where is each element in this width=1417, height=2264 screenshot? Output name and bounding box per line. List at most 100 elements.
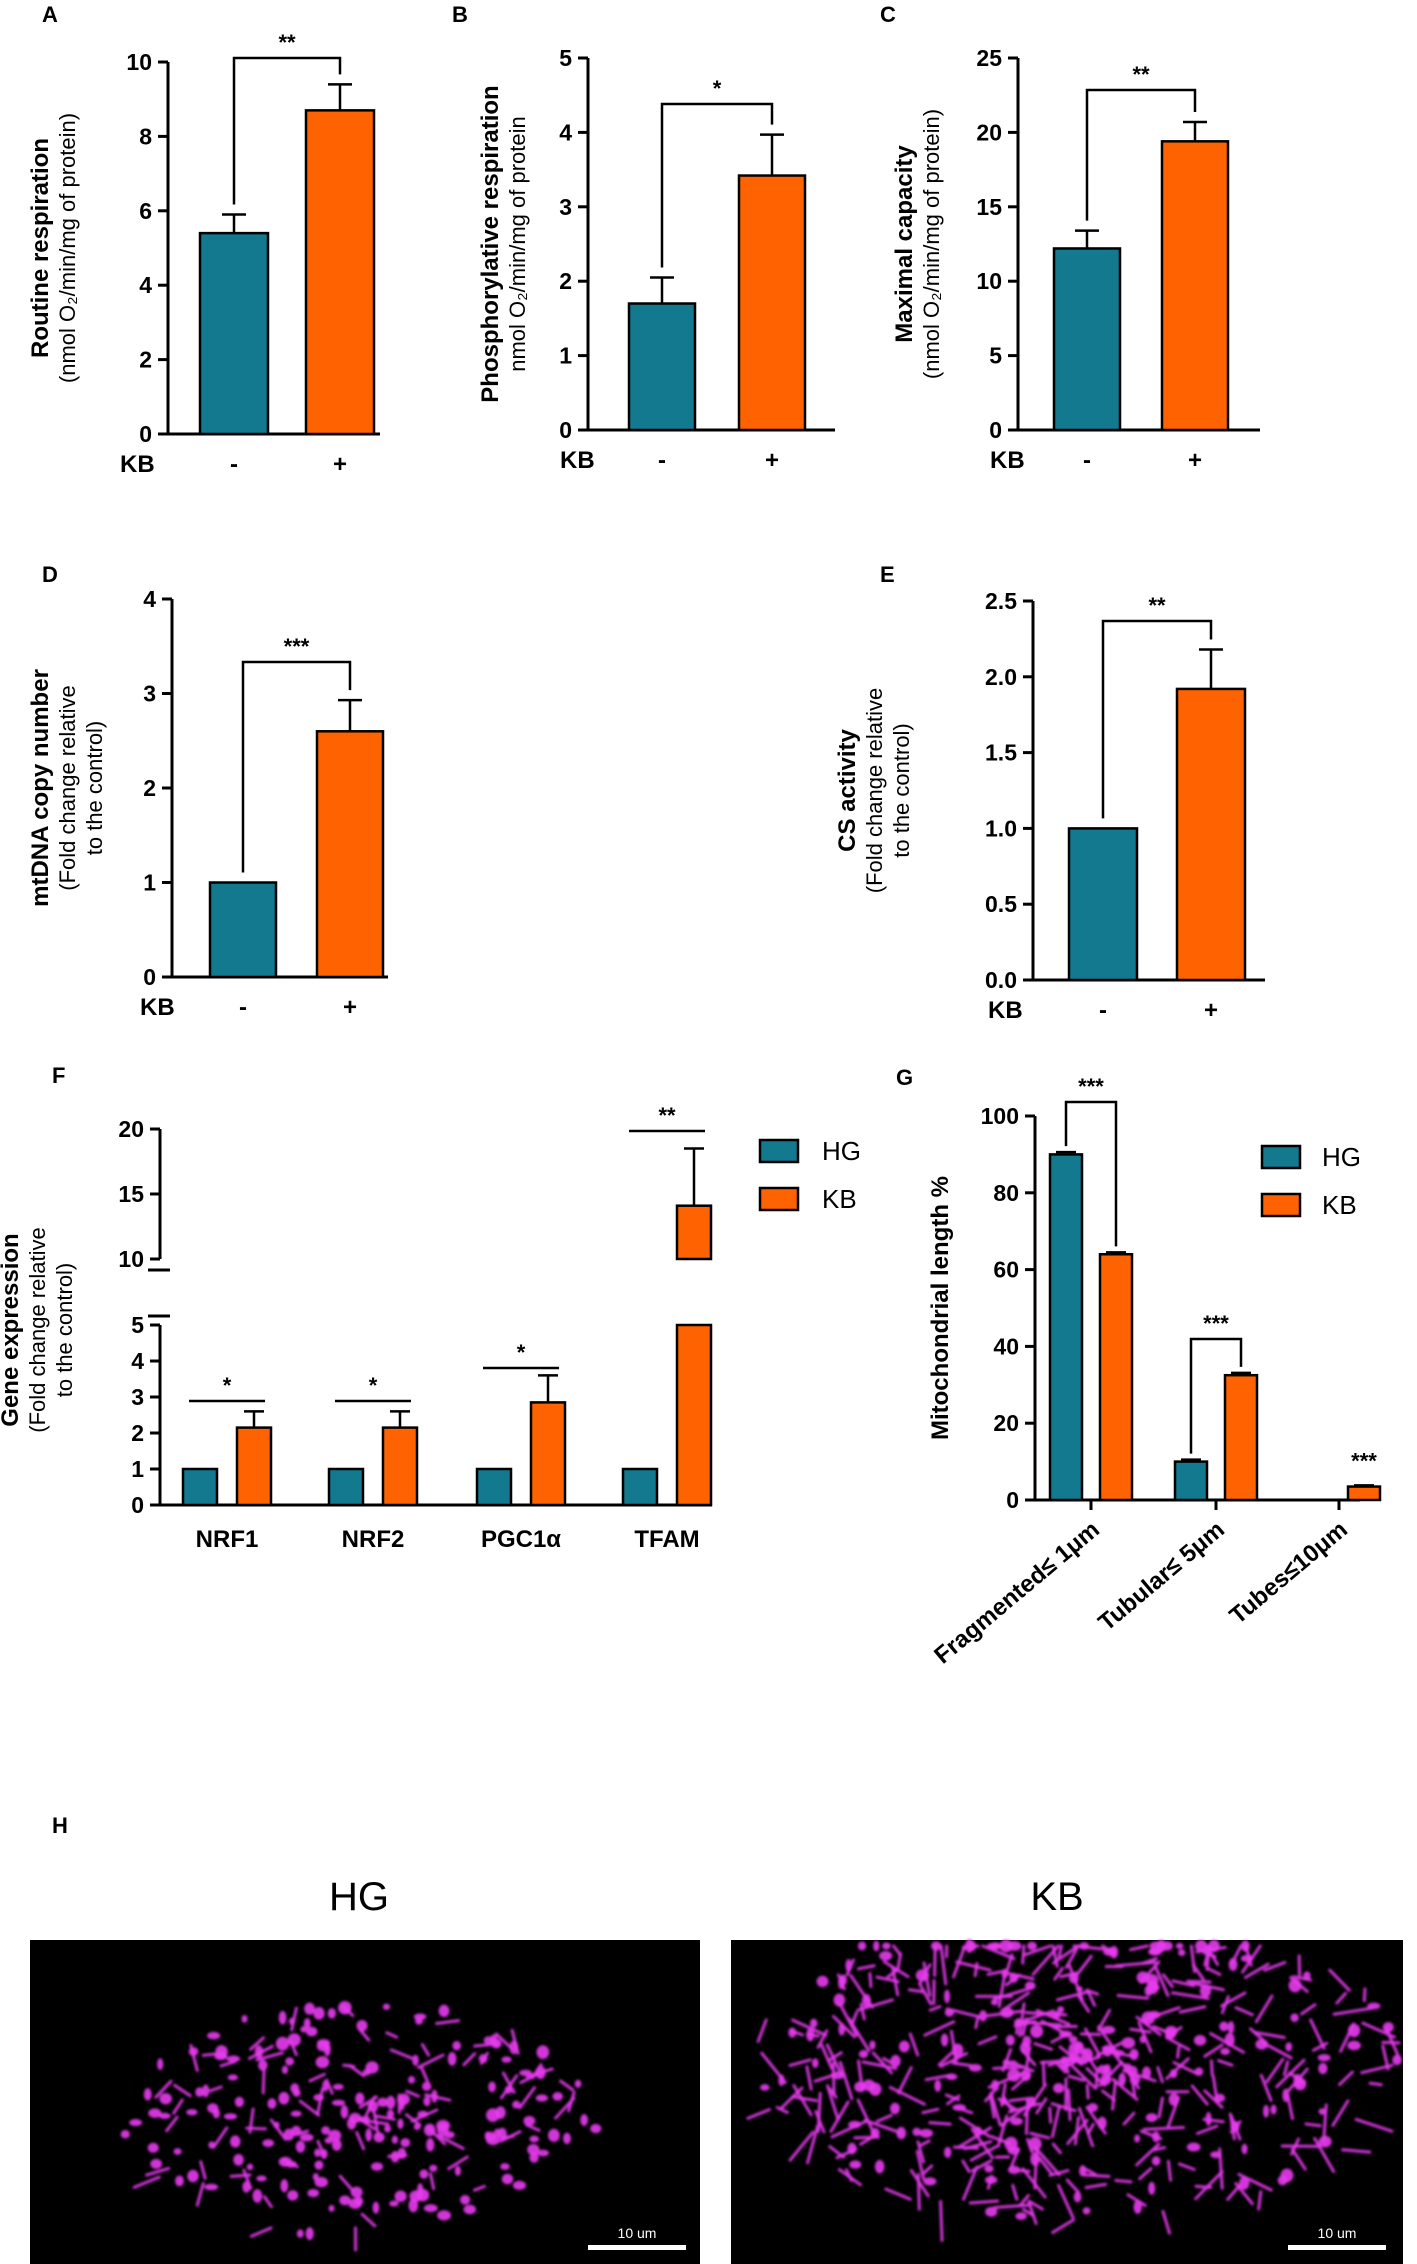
- scale-bar-label: 10 um: [1318, 2225, 1357, 2241]
- y-tick-label: 4: [143, 586, 156, 612]
- mitochondrion: [1186, 2142, 1201, 2152]
- mitochondrion: [1133, 2200, 1142, 2214]
- mitochondrion: [962, 2165, 979, 2201]
- bar-hg: [327, 1467, 365, 1507]
- mitochondrion: [838, 2060, 854, 2101]
- bar-hg: [1173, 1460, 1209, 1502]
- mitochondrion: [1035, 2097, 1048, 2115]
- mitochondrion: [1015, 2063, 1035, 2073]
- mitochondrion: [370, 2162, 384, 2171]
- C-ylabel-line: Maximal capacity: [891, 145, 918, 343]
- mitochondrion: [1126, 2193, 1147, 2208]
- mitochondrion: [1297, 1954, 1302, 1977]
- mitochondrion: [1068, 2035, 1078, 2044]
- mitochondrion: [838, 2022, 845, 2036]
- significance-bracket: [660, 102, 774, 268]
- significance-bracket: [1189, 1337, 1243, 1454]
- mitochondrion: [1101, 2025, 1116, 2035]
- mitochondrion: [438, 2004, 450, 2018]
- mitochondrion: [1170, 1991, 1210, 2000]
- mitochondrion: [412, 2054, 419, 2066]
- micrograph-frame: [30, 1940, 700, 2264]
- mitochondrion: [974, 2015, 980, 2030]
- mitochondrion: [1203, 2089, 1224, 2109]
- mitochondrion: [939, 1944, 948, 1986]
- mitochondrion: [454, 2165, 461, 2177]
- mitochondrion: [373, 2132, 385, 2143]
- bar-kb-lower: [675, 1323, 713, 1507]
- y-tick-label: 15: [118, 1181, 144, 1207]
- mitochondrion: [1107, 2050, 1135, 2058]
- mitochondrion: [1008, 2147, 1020, 2171]
- mitochondrion: [488, 2081, 496, 2093]
- mitochondrion: [833, 1993, 846, 2007]
- mitochondrion: [1067, 2088, 1072, 2121]
- mitochondrion: [746, 2108, 771, 2120]
- mitochondrion: [858, 2050, 869, 2059]
- mitochondrion: [1121, 2037, 1136, 2049]
- mitochondrion: [547, 2128, 560, 2142]
- mitochondrion: [1141, 2006, 1181, 2022]
- mitochondrion: [863, 2118, 902, 2135]
- mitochondrion: [1033, 2145, 1061, 2177]
- mitochondrion: [500, 2074, 519, 2100]
- mitochondrion: [937, 2051, 953, 2067]
- bar-hg: [208, 881, 278, 979]
- mitochondrion: [933, 1944, 937, 1977]
- mitochondrion: [1139, 1960, 1161, 1984]
- mitochondrion: [1154, 1966, 1170, 1998]
- mitochondrion: [918, 2139, 931, 2148]
- mitochondrion: [1338, 2070, 1354, 2087]
- D-ylabel-line: to the control): [82, 721, 107, 856]
- mitochondrion: [1057, 1944, 1063, 1959]
- significance-bracket: [241, 660, 352, 873]
- mitochondrion: [1280, 2168, 1294, 2183]
- mitochondrion: [214, 2052, 228, 2061]
- mitochondrion: [420, 2043, 431, 2057]
- legend-swatch-hg: [758, 1138, 800, 1164]
- mitochondrion: [1265, 2057, 1285, 2084]
- mitochondrion: [195, 2087, 205, 2098]
- bar-hg: [1067, 827, 1139, 982]
- mitochondrion: [986, 1969, 1008, 1976]
- scale-bar: [588, 2245, 686, 2250]
- mitochondrion: [159, 2092, 172, 2105]
- y-tick-label: 10: [976, 268, 1002, 294]
- mitochondrion: [314, 2148, 321, 2157]
- mitochondrion: [892, 1944, 902, 1956]
- mitochondrion: [1270, 2104, 1277, 2115]
- panel-B: B 0 1 2 3 4 5 - + KB * Phosphorylative respirationn…: [452, 2, 835, 474]
- mitochondrion: [908, 2032, 920, 2057]
- mitochondrion: [1318, 2062, 1328, 2075]
- mitochondrion: [1103, 1947, 1117, 1956]
- y-tick-label: 10: [126, 49, 152, 75]
- mitochondrion: [1079, 1942, 1090, 1950]
- mitochondrion: [416, 2053, 445, 2069]
- mitochondrion: [805, 2065, 813, 2091]
- mitochondrion: [940, 2033, 949, 2047]
- micrograph-kb: KB 10 um: [731, 1875, 1403, 2264]
- D-ylabel-line: (Fold change relative: [55, 685, 80, 890]
- mitochondrion: [1116, 1993, 1150, 2000]
- mitochondrion: [1077, 1994, 1091, 2013]
- F-ylabel-line: Gene expression: [0, 1233, 24, 1426]
- mitochondrion: [365, 2061, 379, 2074]
- mitochondrion: [316, 2139, 326, 2156]
- mitochondrion: [1050, 2033, 1068, 2044]
- mitochondrion: [1112, 2052, 1124, 2065]
- mitochondrion: [529, 2135, 540, 2143]
- mitochondrion: [186, 2109, 198, 2116]
- y-tick-label: 1.0: [985, 815, 1017, 841]
- mitochondrion: [1341, 2148, 1372, 2154]
- mitochondrion: [1082, 2207, 1091, 2215]
- mitochondrion: [1050, 2104, 1061, 2139]
- mitochondrion: [519, 2069, 532, 2077]
- mitochondrion: [331, 2099, 346, 2106]
- mitochondrion: [423, 2204, 438, 2213]
- mitochondrion: [590, 2123, 602, 2134]
- mitochondrion: [790, 2095, 818, 2103]
- mitochondrion: [1007, 2068, 1021, 2082]
- mitochondrion: [580, 2114, 589, 2126]
- mitochondrion: [952, 1944, 967, 1979]
- significance-marker: *: [369, 1373, 378, 1398]
